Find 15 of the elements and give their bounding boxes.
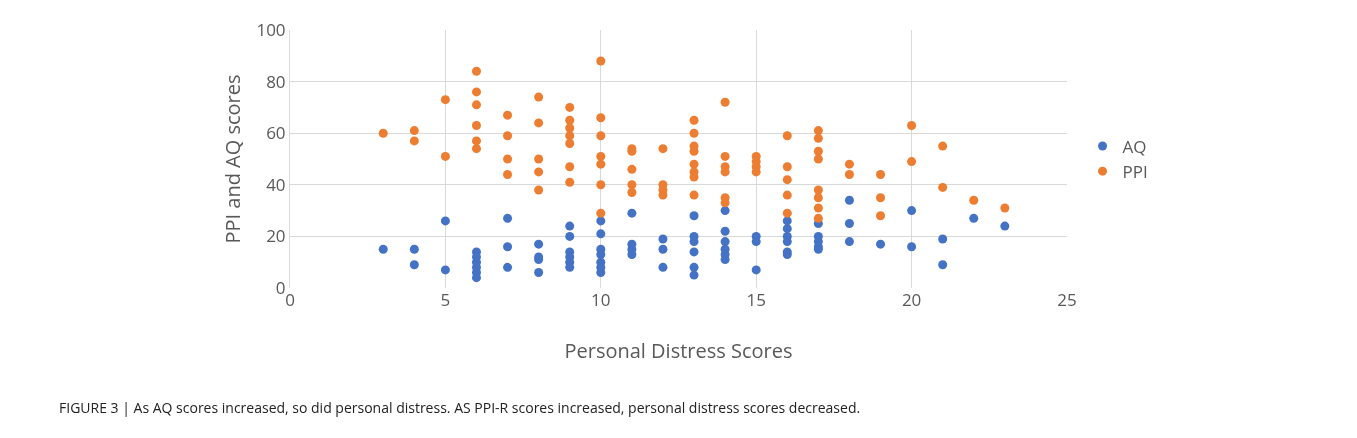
x-axis-title: Personal Distress Scores — [564, 337, 793, 364]
legend-label: AQ — [1122, 134, 1147, 158]
x-tick-label: 5 — [440, 288, 451, 311]
y-tick-label: 40 — [266, 172, 286, 196]
y-tick-label: 80 — [266, 69, 286, 93]
caption: FIGURE 3 | As AQ scores increased, so did personal distress. AS PPI-R scores increased, personal distress scores decreased. — [59, 398, 861, 417]
y-tick-label: 60 — [266, 121, 286, 145]
y-axis-title: PPI and AQ scores — [219, 74, 246, 244]
legend-label: PPI — [1122, 159, 1148, 183]
x-tick-label: 25 — [1057, 288, 1077, 311]
x-tick-label: 10 — [591, 288, 611, 311]
y-tick-label: 100 — [256, 17, 286, 41]
y-tick-label: 20 — [266, 224, 286, 248]
x-tick-label: 20 — [901, 288, 922, 311]
x-tick-label: 15 — [746, 288, 766, 311]
